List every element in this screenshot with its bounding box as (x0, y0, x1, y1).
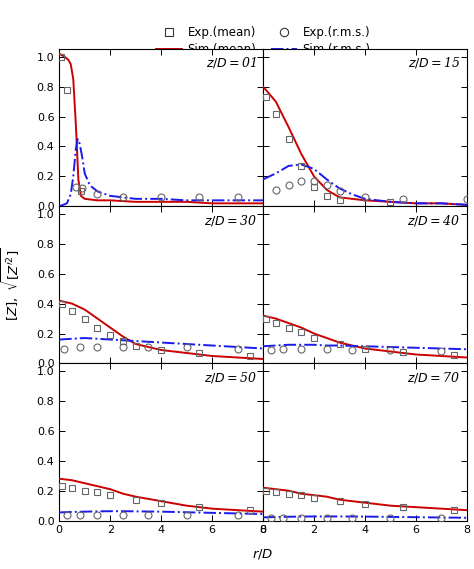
Text: $r/D$: $r/D$ (252, 547, 274, 560)
Legend: Exp.(mean), Sim.(mean), Exp.(r.m.s.), Sim.(r.m.s.): Exp.(mean), Sim.(mean), Exp.(r.m.s.), Si… (151, 21, 375, 61)
Text: $[Z],\ \sqrt{[Z^{\prime2}]}$: $[Z],\ \sqrt{[Z^{\prime2}]}$ (0, 248, 21, 321)
Text: $z/D = \mathregular{15}$: $z/D = \mathregular{15}$ (408, 55, 461, 71)
Text: $z/D = \mathregular{01}$: $z/D = \mathregular{01}$ (206, 55, 257, 71)
Text: $z/D = \mathregular{70}$: $z/D = \mathregular{70}$ (408, 370, 461, 385)
Text: $z/D = \mathregular{30}$: $z/D = \mathregular{30}$ (204, 213, 257, 228)
Text: $z/D = \mathregular{50}$: $z/D = \mathregular{50}$ (204, 370, 257, 385)
Text: $z/D = \mathregular{40}$: $z/D = \mathregular{40}$ (408, 213, 461, 228)
